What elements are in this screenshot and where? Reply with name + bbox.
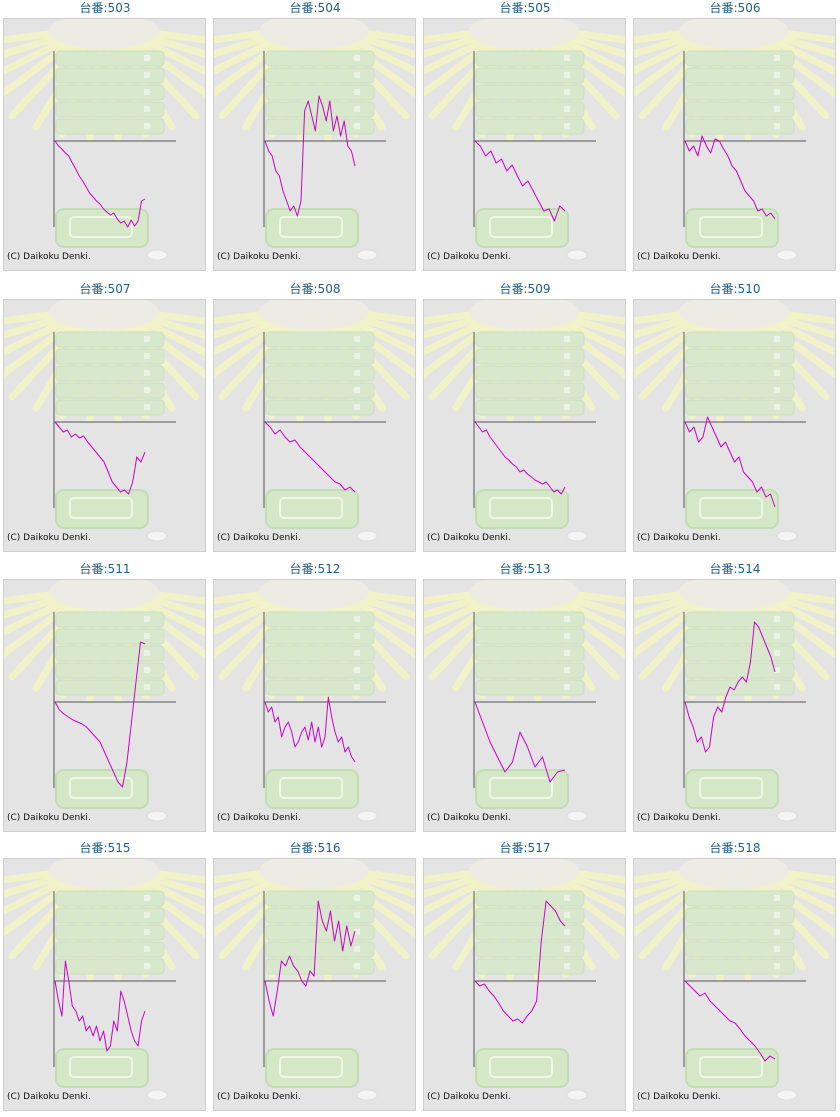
copyright-label: (C) Daikoku Denki. bbox=[7, 533, 91, 543]
series-line bbox=[684, 621, 776, 753]
background-art bbox=[4, 580, 205, 822]
chart-svg bbox=[424, 19, 625, 261]
chart-title: 台番:513 bbox=[499, 562, 551, 576]
copyright-label: (C) Daikoku Denki. bbox=[7, 1092, 91, 1102]
copyright-label: (C) Daikoku Denki. bbox=[427, 1092, 511, 1102]
chart-panel: (C) Daikoku Denki. bbox=[3, 579, 206, 832]
chart-panel: (C) Daikoku Denki. bbox=[633, 18, 836, 271]
chart-svg bbox=[634, 859, 835, 1101]
chart-panel: (C) Daikoku Denki. bbox=[633, 579, 836, 832]
copyright-label: (C) Daikoku Denki. bbox=[217, 1092, 301, 1102]
chart-svg bbox=[634, 300, 835, 542]
chart-panel: (C) Daikoku Denki. bbox=[423, 299, 626, 552]
chart-title: 台番:508 bbox=[289, 282, 341, 296]
series-line bbox=[54, 641, 146, 788]
chart-panel: (C) Daikoku Denki. bbox=[3, 858, 206, 1111]
series-line bbox=[264, 421, 356, 493]
chart-title: 台番:516 bbox=[289, 841, 341, 855]
series-line bbox=[264, 696, 356, 763]
background-art bbox=[214, 19, 415, 261]
chart-panel: (C) Daikoku Denki. bbox=[213, 18, 416, 271]
chart-title: 台番:510 bbox=[709, 282, 761, 296]
series-line bbox=[684, 980, 776, 1062]
chart-svg bbox=[4, 300, 205, 542]
background-art bbox=[214, 580, 415, 822]
series-line bbox=[684, 135, 776, 220]
chart-svg bbox=[214, 580, 415, 822]
background-art bbox=[634, 19, 835, 261]
chart-svg bbox=[634, 580, 835, 822]
chart-svg bbox=[214, 300, 415, 542]
chart-title: 台番:515 bbox=[79, 841, 131, 855]
series-line bbox=[264, 900, 356, 1017]
copyright-label: (C) Daikoku Denki. bbox=[637, 1092, 721, 1102]
background-art bbox=[214, 300, 415, 542]
background-art bbox=[634, 580, 835, 822]
copyright-label: (C) Daikoku Denki. bbox=[637, 533, 721, 543]
chart-svg bbox=[634, 19, 835, 261]
copyright-label: (C) Daikoku Denki. bbox=[217, 813, 301, 823]
chart-title: 台番:518 bbox=[709, 841, 761, 855]
chart-svg bbox=[4, 19, 205, 261]
chart-title: 台番:517 bbox=[499, 841, 551, 855]
chart-panel: (C) Daikoku Denki. bbox=[423, 858, 626, 1111]
copyright-label: (C) Daikoku Denki. bbox=[7, 813, 91, 823]
chart-title: 台番:503 bbox=[79, 1, 131, 15]
chart-svg bbox=[424, 300, 625, 542]
copyright-label: (C) Daikoku Denki. bbox=[637, 252, 721, 262]
background-art bbox=[634, 859, 835, 1101]
background-art bbox=[4, 859, 205, 1101]
copyright-label: (C) Daikoku Denki. bbox=[427, 252, 511, 262]
chart-title: 台番:512 bbox=[289, 562, 341, 576]
chart-title: 台番:506 bbox=[709, 1, 761, 15]
background-art bbox=[634, 300, 835, 542]
series-line bbox=[54, 421, 146, 495]
chart-title: 台番:505 bbox=[499, 1, 551, 15]
background-art bbox=[424, 19, 625, 261]
chart-panel: (C) Daikoku Denki. bbox=[213, 299, 416, 552]
copyright-label: (C) Daikoku Denki. bbox=[7, 252, 91, 262]
chart-svg bbox=[4, 859, 205, 1101]
copyright-label: (C) Daikoku Denki. bbox=[637, 813, 721, 823]
series-line bbox=[684, 416, 776, 508]
series-line bbox=[474, 900, 566, 1024]
chart-panel: (C) Daikoku Denki. bbox=[423, 579, 626, 832]
copyright-label: (C) Daikoku Denki. bbox=[217, 533, 301, 543]
chart-panel: (C) Daikoku Denki. bbox=[213, 858, 416, 1111]
chart-title: 台番:504 bbox=[289, 1, 341, 15]
series-line bbox=[474, 701, 566, 783]
chart-title: 台番:511 bbox=[79, 562, 131, 576]
chart-svg bbox=[214, 19, 415, 261]
copyright-label: (C) Daikoku Denki. bbox=[427, 813, 511, 823]
copyright-label: (C) Daikoku Denki. bbox=[427, 533, 511, 543]
background-art bbox=[4, 19, 205, 261]
chart-svg bbox=[4, 580, 205, 822]
chart-title: 台番:509 bbox=[499, 282, 551, 296]
chart-svg bbox=[424, 859, 625, 1101]
background-art bbox=[424, 300, 625, 542]
series-line bbox=[474, 140, 566, 222]
series-line bbox=[264, 95, 356, 217]
series-line bbox=[54, 960, 146, 1052]
series-line bbox=[54, 140, 146, 228]
chart-panel: (C) Daikoku Denki. bbox=[633, 299, 836, 552]
copyright-label: (C) Daikoku Denki. bbox=[217, 252, 301, 262]
chart-panel: (C) Daikoku Denki. bbox=[3, 299, 206, 552]
chart-title: 台番:507 bbox=[79, 282, 131, 296]
chart-panel: (C) Daikoku Denki. bbox=[3, 18, 206, 271]
chart-svg bbox=[214, 859, 415, 1101]
background-art bbox=[424, 580, 625, 822]
background-art bbox=[214, 859, 415, 1101]
background-art bbox=[424, 859, 625, 1101]
chart-svg bbox=[424, 580, 625, 822]
chart-panel: (C) Daikoku Denki. bbox=[213, 579, 416, 832]
chart-title: 台番:514 bbox=[709, 562, 761, 576]
chart-panel: (C) Daikoku Denki. bbox=[633, 858, 836, 1111]
background-art bbox=[4, 300, 205, 542]
chart-panel: (C) Daikoku Denki. bbox=[423, 18, 626, 271]
series-line bbox=[474, 421, 566, 495]
